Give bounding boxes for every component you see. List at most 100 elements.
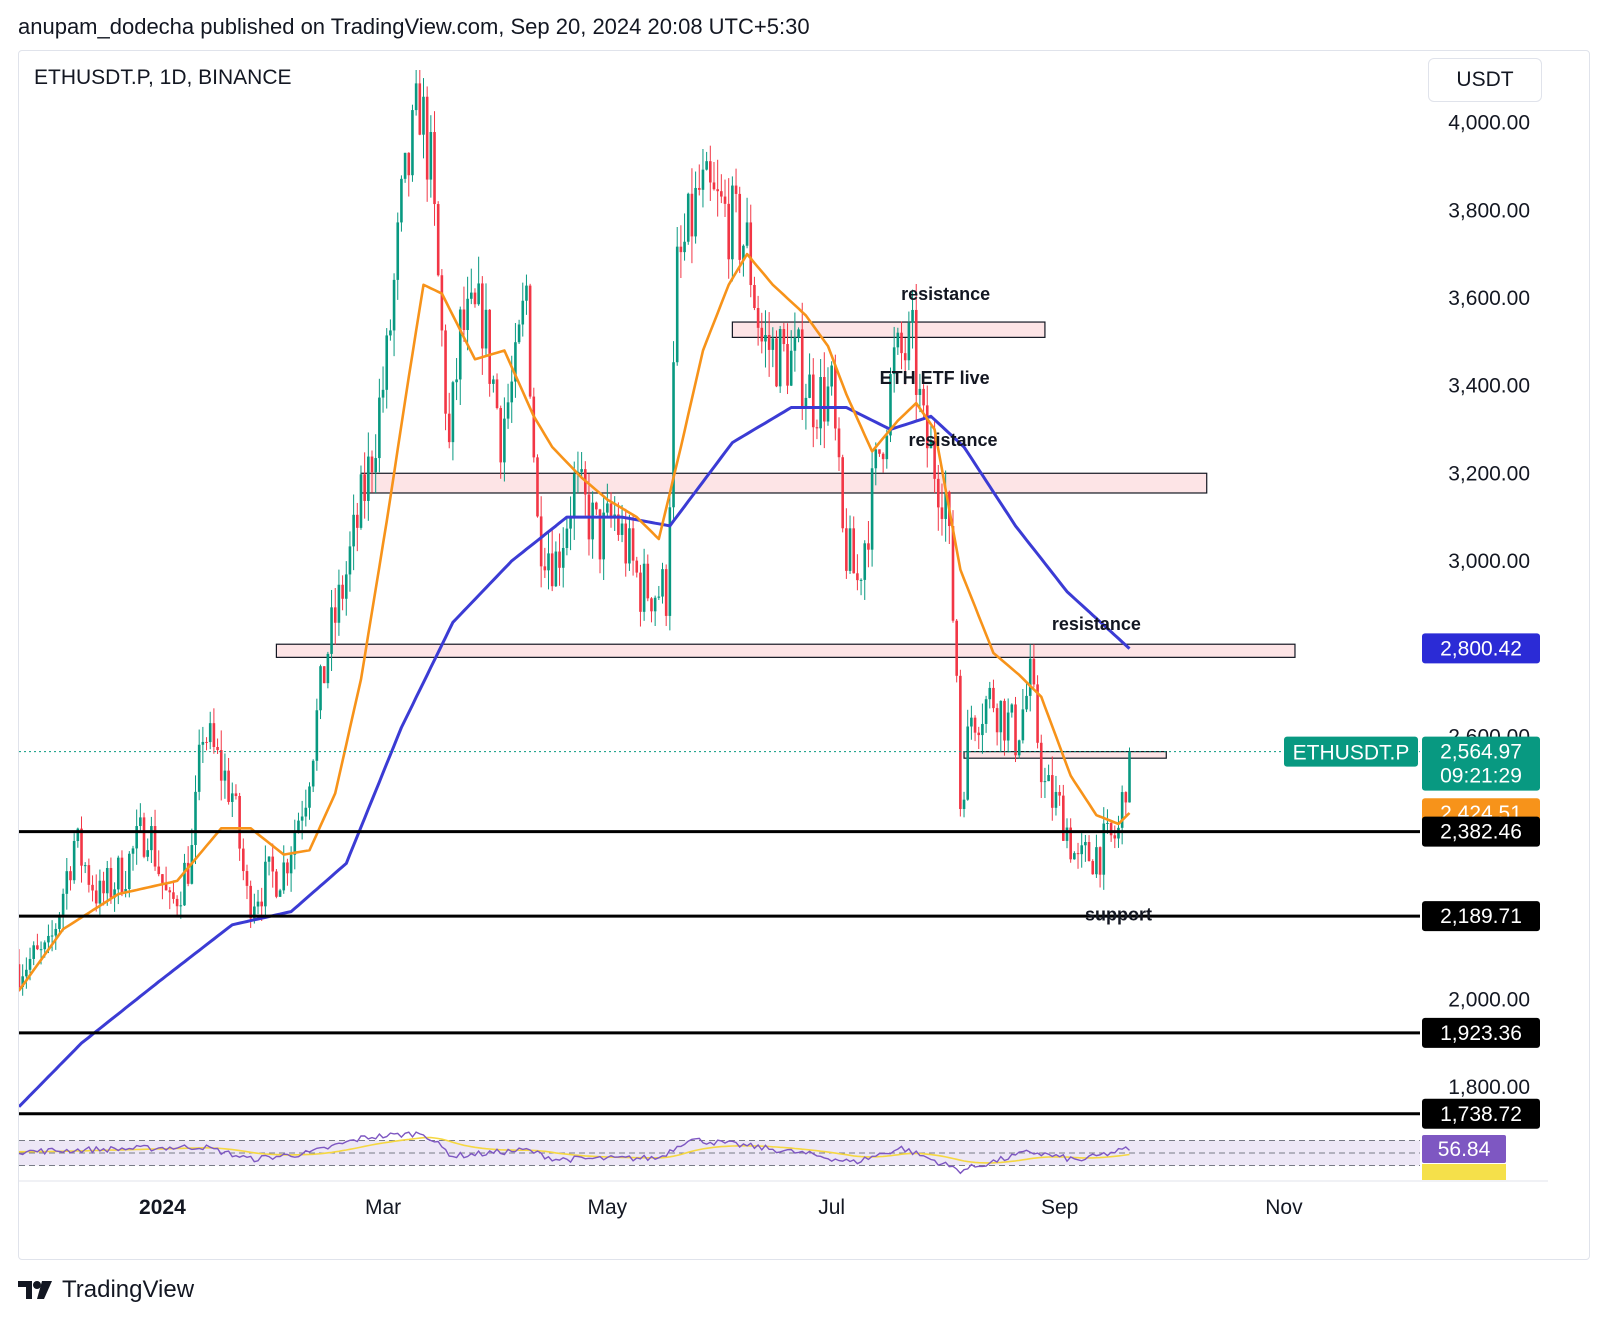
symbol-label: ETHUSDT.P, 1D, BINANCE (34, 66, 292, 89)
candle-body (234, 793, 238, 797)
candle-body (569, 518, 572, 529)
candle-body (760, 327, 764, 342)
candle-body (661, 569, 664, 597)
candle-body (650, 598, 653, 612)
candle-body (469, 292, 473, 299)
candle-body (1047, 775, 1050, 782)
candle-body (116, 857, 120, 890)
x-tick-label: May (588, 1196, 628, 1219)
candle-body (444, 330, 447, 414)
time-axis: 2024 Mar May Jul Sep Nov (139, 1196, 1303, 1219)
candle-body (653, 597, 657, 612)
candle-body (539, 516, 543, 567)
candle-body (98, 880, 102, 904)
candle-body (208, 723, 212, 743)
x-tick-label: Nov (1265, 1196, 1303, 1219)
candle-body (1109, 822, 1113, 836)
candle-body (1065, 827, 1069, 841)
candle-body (536, 457, 539, 517)
candle-body (1054, 791, 1058, 808)
candle-body (378, 397, 381, 459)
candle-body (80, 828, 83, 866)
candle-body (146, 850, 150, 857)
candle-body (230, 793, 234, 802)
x-tick-label: Mar (365, 1196, 401, 1219)
candle-body (852, 528, 856, 574)
candle-body (959, 675, 962, 810)
candle-body (473, 292, 477, 305)
candle-body (517, 324, 521, 343)
symbol-price-tag (1284, 736, 1418, 767)
candle-body (344, 574, 348, 599)
candle-body (131, 848, 135, 854)
candle-body (738, 193, 742, 260)
candle-body (863, 543, 867, 580)
candle-body (389, 330, 392, 336)
candle-body (32, 945, 36, 959)
candle-body (142, 817, 146, 857)
candle-body (19, 964, 21, 987)
candle-body (1128, 751, 1131, 803)
candle-body (933, 440, 936, 479)
resistance-zone (360, 472, 1208, 494)
candle-body (786, 344, 789, 386)
candle-body (1091, 861, 1095, 875)
candle-body (451, 382, 455, 443)
tradingview-logo-icon (18, 1281, 52, 1299)
candle-body (50, 935, 54, 937)
candle-body (72, 841, 76, 881)
candle-body (543, 566, 547, 571)
candle-body (76, 828, 80, 842)
candle-body (201, 741, 205, 745)
resistance-zone (731, 321, 1046, 338)
candle-body (1043, 781, 1047, 783)
candle-body (264, 861, 267, 907)
candle-body (436, 204, 440, 276)
candle-body (940, 507, 944, 519)
candle-body (918, 388, 922, 395)
rsi-pane: 43.1756.84 (18, 1131, 1506, 1180)
candle-body (212, 723, 216, 747)
candle-body (1010, 704, 1014, 713)
candle-body (701, 169, 705, 190)
candle-body (223, 770, 227, 781)
candle-body (896, 332, 900, 348)
candle-body (367, 456, 370, 501)
candle-body (550, 553, 554, 587)
candle-body (694, 187, 697, 237)
candle-body (1087, 842, 1091, 862)
candle-body (657, 596, 661, 598)
candle-body (1017, 740, 1021, 756)
candle-body (1084, 842, 1087, 846)
candle-body (800, 329, 804, 408)
candle-body (561, 547, 565, 568)
candle-body (609, 503, 613, 519)
rsi-tag-value: 56.84 (1438, 1138, 1491, 1161)
currency-selector[interactable]: USDT (1428, 58, 1542, 102)
candle-body (102, 880, 105, 894)
candle-body (565, 528, 569, 548)
candle-body (646, 563, 650, 599)
y-tick-label: 2,000.00 (1448, 988, 1530, 1011)
candle-body (907, 322, 911, 361)
candle-body (826, 386, 830, 422)
candle-body (925, 405, 929, 449)
candle-body (510, 381, 514, 403)
candle-body (91, 884, 94, 891)
candle-body (962, 799, 966, 810)
candle-body (690, 193, 694, 237)
candle-body (462, 309, 466, 331)
candle-body (447, 413, 451, 443)
candle-body (297, 820, 300, 833)
candle-body (355, 514, 359, 528)
candle-body (348, 546, 352, 575)
candle-body (981, 723, 984, 736)
ema-fast-line (19, 252, 1131, 992)
candle-body (606, 503, 609, 513)
candle-body (1032, 658, 1036, 685)
candle-body (532, 396, 536, 458)
candle-body (267, 856, 271, 862)
tradingview-logo[interactable]: TradingView (18, 1276, 194, 1304)
candle-body (319, 666, 322, 711)
